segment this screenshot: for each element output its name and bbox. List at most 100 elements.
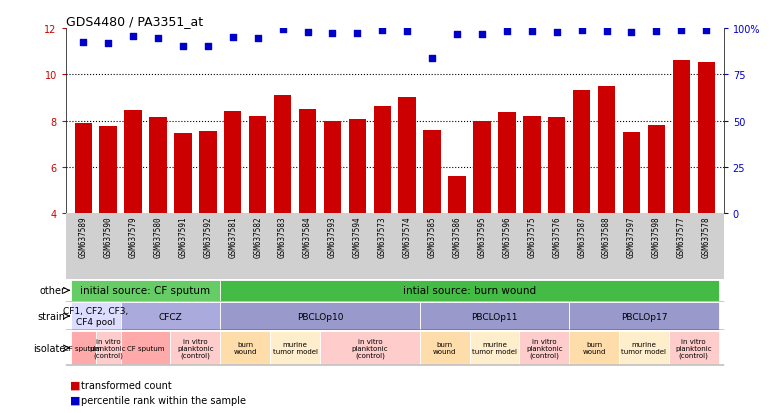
Bar bbox=[573, 91, 591, 214]
Bar bbox=[170, 332, 221, 364]
Bar bbox=[374, 106, 391, 214]
Text: GSM637588: GSM637588 bbox=[602, 216, 611, 257]
Text: ■: ■ bbox=[70, 380, 80, 390]
Text: GSM637585: GSM637585 bbox=[427, 216, 437, 257]
Point bbox=[252, 35, 264, 42]
Bar bbox=[149, 118, 166, 214]
Bar bbox=[423, 131, 441, 214]
Bar bbox=[174, 133, 192, 214]
Bar bbox=[70, 332, 96, 364]
Point bbox=[650, 29, 663, 36]
Point bbox=[77, 40, 90, 46]
Bar bbox=[470, 332, 519, 364]
Text: ■: ■ bbox=[70, 395, 80, 405]
Text: GSM637579: GSM637579 bbox=[128, 216, 138, 257]
Bar bbox=[673, 61, 690, 214]
Text: other: other bbox=[39, 286, 65, 296]
Text: in vitro
planktonic
(control): in vitro planktonic (control) bbox=[526, 338, 563, 358]
Text: isolate: isolate bbox=[33, 343, 65, 353]
Text: CFCZ: CFCZ bbox=[159, 312, 183, 321]
Point bbox=[376, 28, 389, 35]
Point bbox=[675, 28, 687, 35]
Text: transformed count: transformed count bbox=[81, 380, 172, 390]
Bar bbox=[324, 121, 341, 214]
Bar bbox=[548, 118, 566, 214]
Text: murine
tumor model: murine tumor model bbox=[272, 342, 317, 354]
Text: CF sputum: CF sputum bbox=[64, 345, 102, 351]
Point bbox=[625, 30, 638, 36]
Bar bbox=[598, 87, 615, 214]
Bar bbox=[619, 332, 669, 364]
Bar bbox=[221, 280, 719, 301]
Text: GSM637577: GSM637577 bbox=[676, 216, 686, 257]
Bar bbox=[669, 332, 719, 364]
Text: GSM637590: GSM637590 bbox=[104, 216, 113, 257]
Bar bbox=[523, 116, 540, 214]
Bar bbox=[70, 280, 221, 301]
Point bbox=[601, 29, 613, 36]
Text: PBCLOp11: PBCLOp11 bbox=[471, 312, 518, 321]
Bar bbox=[473, 121, 491, 214]
Bar bbox=[274, 96, 291, 214]
Bar bbox=[96, 332, 121, 364]
Text: GSM637573: GSM637573 bbox=[378, 216, 387, 257]
Point bbox=[276, 27, 289, 33]
Text: GSM637580: GSM637580 bbox=[153, 216, 163, 257]
Text: GSM637578: GSM637578 bbox=[702, 216, 711, 257]
Bar bbox=[569, 303, 719, 330]
Text: GSM637595: GSM637595 bbox=[478, 216, 487, 257]
Point bbox=[426, 56, 438, 62]
Bar bbox=[221, 303, 420, 330]
Text: percentile rank within the sample: percentile rank within the sample bbox=[81, 395, 246, 405]
Bar bbox=[348, 120, 366, 214]
Text: GSM637583: GSM637583 bbox=[278, 216, 287, 257]
Point bbox=[152, 36, 164, 43]
Point bbox=[176, 44, 189, 51]
Bar bbox=[420, 303, 569, 330]
Text: murine
tumor model: murine tumor model bbox=[472, 342, 517, 354]
Point bbox=[102, 40, 115, 47]
Bar bbox=[498, 113, 515, 214]
Bar bbox=[70, 303, 121, 330]
Point bbox=[301, 30, 313, 36]
Text: GSM637586: GSM637586 bbox=[453, 216, 461, 257]
Text: GSM637589: GSM637589 bbox=[79, 216, 87, 257]
Bar bbox=[125, 111, 142, 214]
Bar bbox=[697, 62, 715, 214]
Text: GSM637594: GSM637594 bbox=[353, 216, 362, 257]
Text: GSM637575: GSM637575 bbox=[527, 216, 536, 257]
Text: in vitro
planktonic
(control): in vitro planktonic (control) bbox=[676, 338, 712, 358]
Text: GSM637592: GSM637592 bbox=[204, 216, 212, 257]
Text: GDS4480 / PA3351_at: GDS4480 / PA3351_at bbox=[66, 15, 203, 28]
Text: GSM637587: GSM637587 bbox=[577, 216, 586, 257]
Text: in vitro
planktonic
(control): in vitro planktonic (control) bbox=[177, 338, 214, 358]
Point bbox=[526, 29, 538, 36]
Point bbox=[476, 31, 488, 38]
Bar bbox=[74, 123, 92, 214]
Text: intial source: burn wound: intial source: burn wound bbox=[403, 286, 536, 296]
Text: murine
tumor model: murine tumor model bbox=[622, 342, 666, 354]
Text: PBCLOp17: PBCLOp17 bbox=[621, 312, 667, 321]
Bar bbox=[249, 116, 266, 214]
Bar bbox=[299, 110, 317, 214]
Text: strain: strain bbox=[37, 311, 65, 321]
Text: CF1, CF2, CF3,
CF4 pool: CF1, CF2, CF3, CF4 pool bbox=[63, 306, 128, 326]
Point bbox=[227, 35, 239, 41]
Text: in vitro
planktonic
(control): in vitro planktonic (control) bbox=[90, 338, 126, 358]
Text: GSM637596: GSM637596 bbox=[502, 216, 512, 257]
Bar bbox=[121, 303, 221, 330]
Text: GSM637598: GSM637598 bbox=[652, 216, 661, 257]
Point bbox=[351, 30, 364, 37]
Bar bbox=[320, 332, 420, 364]
Point bbox=[327, 31, 339, 37]
Bar bbox=[221, 332, 270, 364]
Text: CF sputum: CF sputum bbox=[127, 345, 164, 351]
Text: GSM637591: GSM637591 bbox=[179, 216, 187, 257]
Point bbox=[700, 28, 712, 35]
Text: GSM637576: GSM637576 bbox=[552, 216, 561, 257]
Bar bbox=[121, 332, 170, 364]
Text: burn
wound: burn wound bbox=[582, 342, 606, 354]
Bar bbox=[420, 332, 470, 364]
Text: GSM637581: GSM637581 bbox=[228, 216, 238, 257]
Text: GSM637584: GSM637584 bbox=[303, 216, 312, 257]
